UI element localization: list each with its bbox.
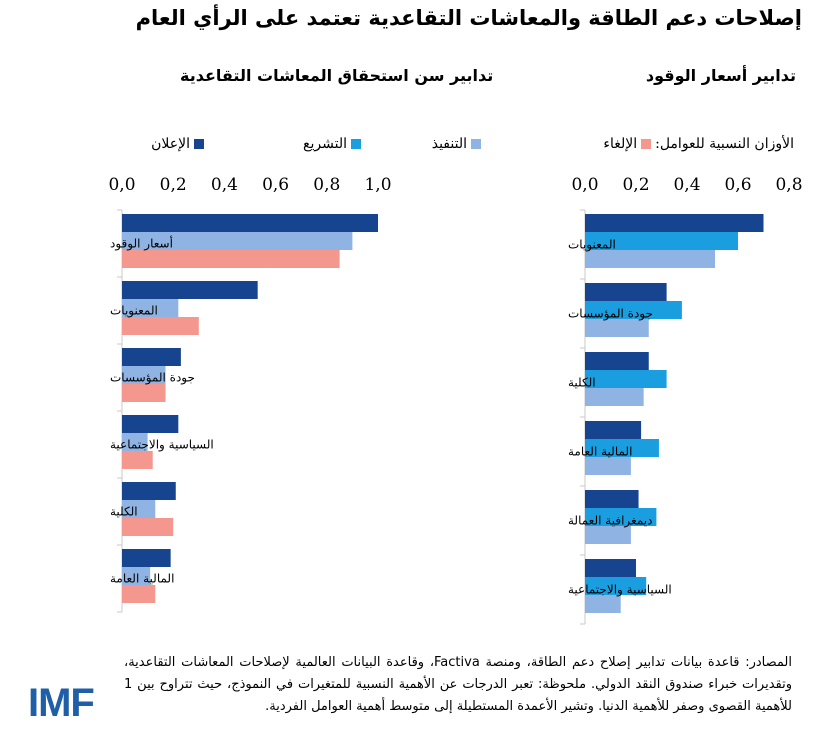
legend-swatch-cancel — [641, 139, 652, 149]
pension-bar — [122, 317, 199, 335]
pension-bar — [122, 214, 378, 232]
pension-bar — [122, 500, 156, 518]
pension-bar — [122, 232, 353, 250]
legend-label-announcement: الإعلان — [151, 136, 190, 152]
pension-category-label: أسعار الوقود — [110, 236, 173, 252]
fuel-bar — [585, 388, 644, 406]
pension-bar — [122, 384, 166, 402]
left-panel-title: تدابير سن استحقاق المعاشات التقاعدية — [180, 66, 494, 85]
legend-label-legislation: التشريع — [303, 136, 347, 152]
pension-bar — [122, 281, 258, 299]
pension-category-label: الكلية — [110, 505, 138, 519]
pension-bar — [122, 567, 151, 585]
pension-bar — [122, 299, 179, 317]
pension-bar — [122, 366, 166, 384]
fuel-bar — [585, 559, 636, 577]
fuel-category-label: المعنويات — [568, 238, 616, 253]
pension-bar — [122, 433, 148, 451]
source-note: المصادر: قاعدة بيانات تدابير إصلاح دعم ا… — [124, 655, 792, 714]
fuel-category-label: السياسية والاجتماعية — [568, 583, 672, 598]
fuel-bar — [585, 352, 649, 370]
fuel-bar — [585, 439, 659, 457]
fuel-category-label: ديمغرافية العمالة — [568, 514, 652, 529]
legend-label-cancel: الإلغاء — [603, 136, 638, 152]
right-panel-title: تدابير أسعار الوقود — [645, 66, 796, 85]
legend-item-implementation: التنفيذ — [432, 136, 481, 152]
legend-prefix: الأوزان النسبية للعوامل: — [655, 136, 794, 152]
fuel-bar — [585, 490, 639, 508]
legend-label-implementation: التنفيذ — [431, 136, 467, 152]
fuel-bar — [585, 214, 764, 232]
fuel-tick-label: 0,0 — [571, 175, 598, 195]
fuel-bar — [585, 283, 667, 301]
legend-swatch-implementation — [471, 139, 481, 149]
imf-logo: IMF — [28, 681, 95, 725]
pension-bar — [122, 482, 176, 500]
fuel-bar — [585, 232, 738, 250]
fuel-bar — [585, 250, 716, 268]
pension-tick-label: 0,0 — [108, 175, 135, 195]
pension-bar — [122, 585, 156, 603]
pension-category-label: جودة المؤسسات — [110, 371, 195, 386]
fuel-bar — [585, 508, 657, 526]
pension-category-label: المالية العامة — [110, 572, 174, 586]
fuel-category-label: المالية العامة — [568, 445, 632, 459]
pension-tick-label: 0,4 — [211, 175, 238, 195]
fuel-tick-label: 0,2 — [622, 175, 649, 195]
fuel-tick-label: 0,6 — [724, 175, 751, 195]
pension-category-label: السياسية والاجتماعية — [110, 438, 214, 453]
pension-bar — [122, 451, 153, 469]
pension-tick-label: 0,2 — [160, 175, 187, 195]
pension-category-label: المعنويات — [110, 304, 158, 319]
legend-swatch-legislation — [351, 139, 361, 149]
legend-item-legislation: التشريع — [303, 136, 361, 152]
fuel-bar — [585, 421, 642, 439]
fuel-category-label: الكلية — [568, 376, 596, 390]
pension-tick-label: 0,6 — [262, 175, 289, 195]
fuel-bar — [585, 457, 631, 475]
chart-title: إصلاحات دعم الطاقة والمعاشات التقاعدية ت… — [135, 6, 802, 30]
fuel-bar — [585, 577, 647, 595]
pension-tick-label: 0,8 — [313, 175, 340, 195]
pension-bar — [122, 415, 179, 433]
fuel-bar — [585, 370, 667, 388]
fuel-tick-label: 0,4 — [673, 175, 700, 195]
legend-item-cancel: الأوزان النسبية للعوامل: الإلغاء — [603, 136, 794, 152]
pension-bar — [122, 549, 171, 567]
pension-bar — [122, 250, 340, 268]
fuel-bar — [585, 526, 631, 544]
pension-bar — [122, 518, 174, 536]
fuel-tick-label: 0,8 — [775, 175, 802, 195]
legend-item-announcement: الإعلان — [151, 136, 204, 152]
fuel-bar — [585, 319, 649, 337]
pension-tick-label: 1,0 — [364, 175, 391, 195]
pension-bar — [122, 348, 181, 366]
fuel-bar — [585, 301, 682, 319]
legend-swatch-announcement — [194, 139, 204, 149]
fuel-bar — [585, 595, 621, 613]
fuel-category-label: جودة المؤسسات — [568, 307, 653, 322]
